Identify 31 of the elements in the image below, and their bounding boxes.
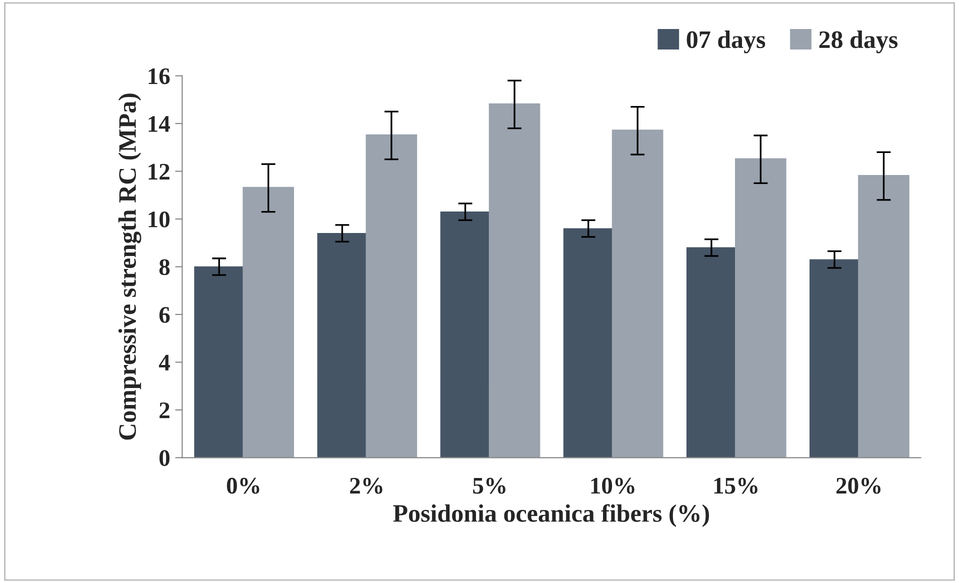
bar [317,232,368,458]
x-axis-title: Posidonia oceanica fibers (%) [393,504,709,527]
y-tick-label: 4 [158,354,170,370]
x-tick-label: 5% [473,478,506,494]
y-tick-label: 16 [148,68,170,84]
y-tick-label: 0 [160,450,170,466]
bar [810,259,860,458]
bar [686,247,736,458]
y-tick-label: 2 [160,402,170,418]
y-tick-label: 12 [148,164,170,180]
bar [242,186,294,458]
bar [612,130,664,458]
y-tick-label: 14 [148,116,170,132]
x-tick-label: 20% [836,478,880,494]
bar [440,211,490,458]
bar [194,266,244,458]
x-tick-label: 2% [350,478,382,494]
y-axis-title: Compressive strength RC (MPa) [118,94,142,440]
x-tick-label: 15% [714,478,758,494]
y-tick-label: 10 [148,211,170,228]
y-tick-label: 8 [159,259,170,276]
bar [858,174,910,458]
bar [366,134,418,458]
bar [563,228,614,458]
bar [734,158,786,458]
x-tick-label: 0% [226,478,260,494]
legend-label: 07 days [686,30,766,54]
y-tick-label: 6 [159,307,170,323]
legend-label: 28 days [819,30,898,54]
x-tick-label: 10% [591,478,634,494]
bar [488,103,540,458]
